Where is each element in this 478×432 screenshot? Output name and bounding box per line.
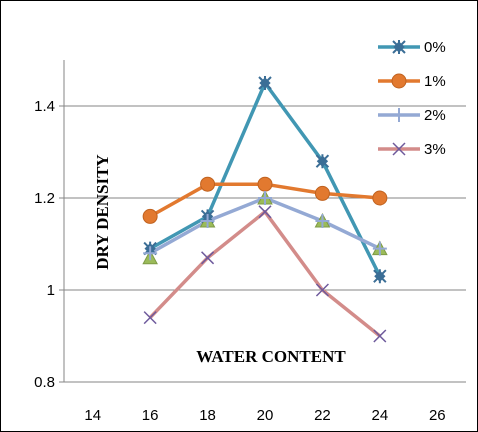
series-3-marker [143, 311, 157, 325]
series-0-marker [373, 269, 387, 284]
x-tick-label: 16 [142, 407, 159, 424]
series-1-marker [314, 185, 330, 201]
legend-marker-1 [391, 73, 407, 89]
legend-label-3: 3% [424, 141, 446, 158]
y-tick-label: 1.2 [34, 190, 55, 207]
series-2-marker [315, 214, 330, 228]
y-tick-label: 1 [47, 282, 55, 299]
x-tick-label: 22 [314, 407, 331, 424]
series-3-marker [373, 329, 387, 343]
legend-marker-2 [392, 108, 406, 122]
series-3-marker [258, 205, 272, 219]
x-tick-label: 26 [429, 407, 446, 424]
legend-marker-0 [392, 40, 406, 54]
legend: 0% 1% 2% 3% [378, 39, 446, 158]
legend-marker-3 [392, 142, 406, 156]
series-1-marker [372, 190, 388, 206]
series-2-marker [372, 241, 387, 256]
legend-label-0: 0% [424, 39, 446, 56]
series-3-marker [315, 283, 329, 297]
series-1-marker [257, 176, 273, 192]
y-tick-label: 0.8 [34, 374, 55, 391]
series-3-marker [201, 251, 215, 265]
legend-label-2: 2% [424, 107, 446, 124]
series-2-marker [143, 246, 158, 261]
series-0-marker [315, 154, 330, 169]
x-axis-title: WATER CONTENT [196, 347, 346, 366]
legend-label-1: 1% [424, 73, 446, 90]
x-tick-label: 18 [199, 407, 216, 424]
series-1-marker [142, 208, 158, 224]
x-tick-label: 24 [372, 407, 389, 424]
series-2-marker [258, 191, 272, 205]
x-tick-label: 20 [257, 407, 274, 424]
series-1-marker [200, 176, 216, 192]
series-0-marker [258, 76, 272, 90]
axes: 0.8 1 1.2 1.4 14 16 18 20 22 24 26 [34, 60, 466, 424]
series-2-marker [200, 214, 215, 228]
y-tick-label: 1.4 [34, 98, 55, 115]
series-layer [142, 76, 388, 343]
x-tick-label: 14 [84, 407, 101, 424]
y-axis-title: DRY DENSITY [93, 154, 112, 269]
